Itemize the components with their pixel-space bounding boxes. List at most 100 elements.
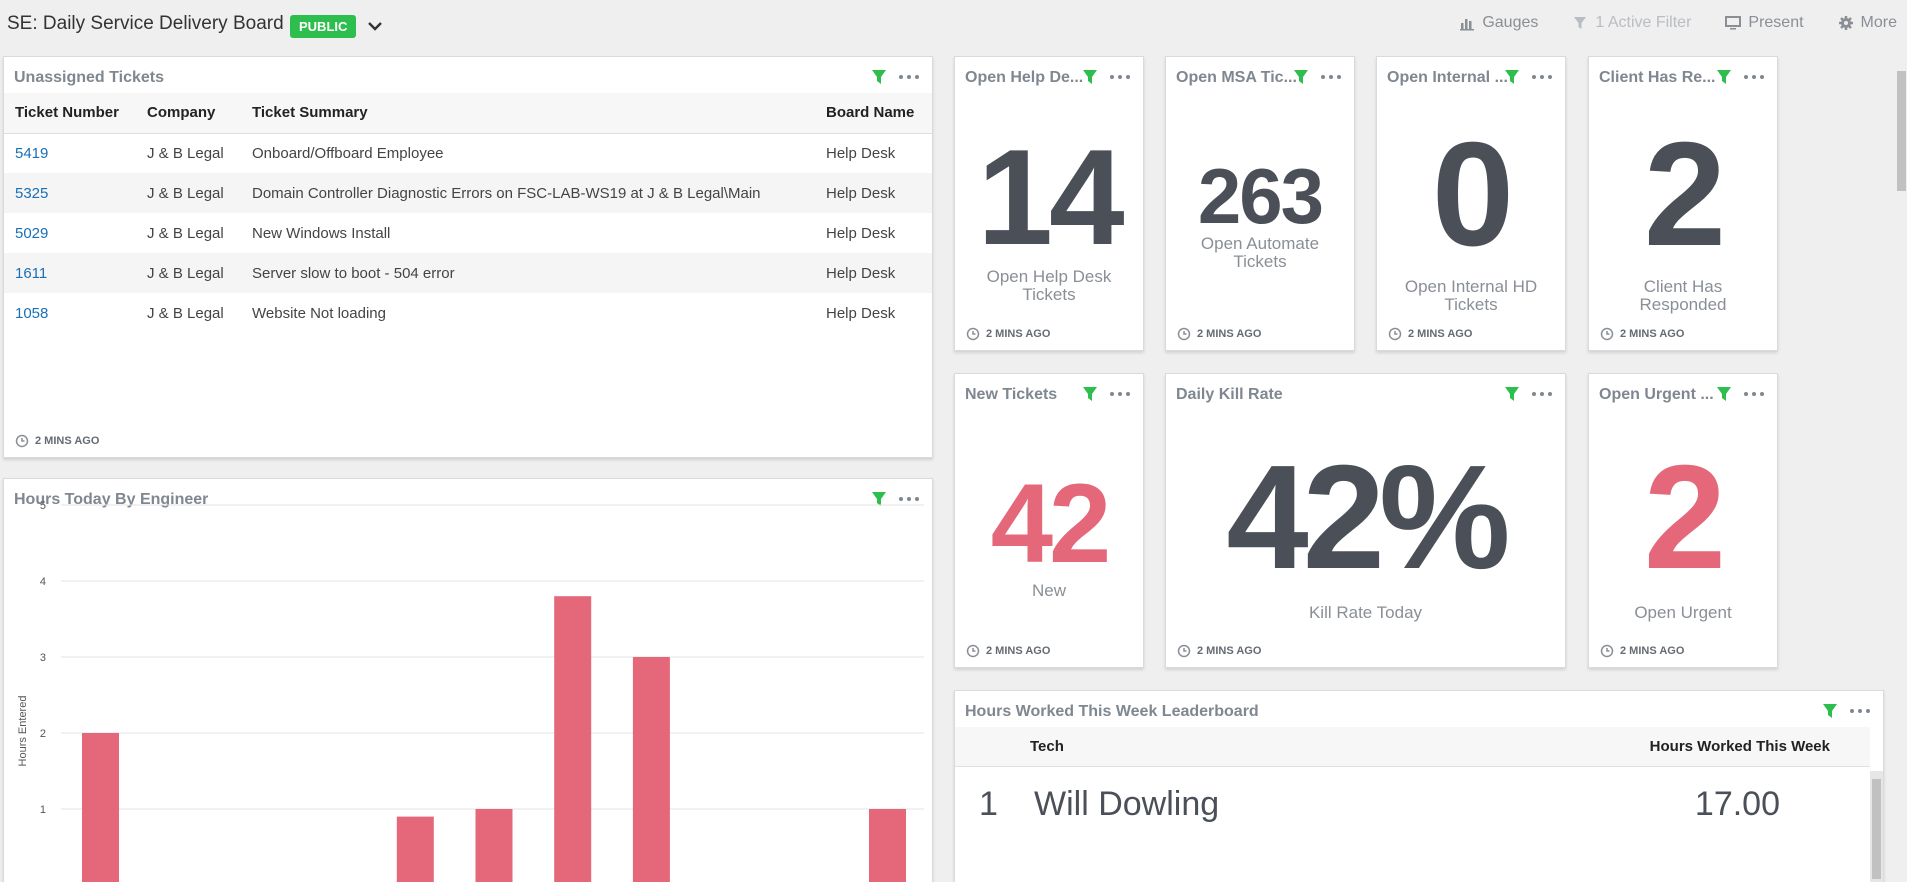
hours-today-panel: Hours Today By Engineer 1 2 3 4 5 Hours Ente… <box>3 478 933 882</box>
open-internal-card: Open Internal ... 0 Open Internal HD Tic… <box>1376 56 1566 351</box>
board-cell: Help Desk <box>815 173 932 213</box>
page-scrollbar-thumb[interactable] <box>1897 71 1906 191</box>
filter-icon[interactable] <box>1716 69 1732 85</box>
panel-title: Hours Worked This Week Leaderboard <box>965 703 1259 720</box>
col-ticket-number[interactable]: Ticket Number <box>4 93 136 134</box>
active-filter-label: 1 Active Filter <box>1595 14 1692 31</box>
chevron-down-icon[interactable] <box>366 17 384 35</box>
col-hours-worked[interactable]: Hours Worked This Week <box>1649 738 1830 755</box>
present-button[interactable]: Present <box>1725 14 1804 32</box>
leaderboard-panel: Hours Worked This Week Leaderboard Tech … <box>954 690 1884 882</box>
clock-icon <box>966 327 980 341</box>
chart-bar[interactable] <box>475 809 513 882</box>
filter-icon[interactable] <box>1082 69 1098 85</box>
updated-timestamp: 2 MINS AGO <box>966 327 1050 341</box>
ticket-number-link[interactable]: 1058 <box>15 304 49 322</box>
filter-icon <box>1574 17 1587 29</box>
more-options-icon[interactable] <box>1109 69 1131 85</box>
card-value: 2 <box>1643 435 1726 600</box>
chart-bar[interactable] <box>554 596 592 882</box>
col-company[interactable]: Company <box>136 93 241 134</box>
y-tick-label: 1 <box>40 804 46 816</box>
table-row[interactable]: 1058 J & B Legal Website Not loading Hel… <box>4 293 932 333</box>
filter-icon[interactable] <box>1504 386 1520 402</box>
open-help-desk-card: Open Help De... 14 Open Help Desk Ticket… <box>954 56 1144 351</box>
active-filter-button[interactable]: 1 Active Filter <box>1572 14 1691 32</box>
panel-title: Hours Today By Engineer <box>14 491 209 508</box>
table-row[interactable]: 5325 J & B Legal Domain Controller Diagn… <box>4 173 932 213</box>
filter-icon[interactable] <box>1822 703 1838 719</box>
scrollbar-thumb[interactable] <box>1872 779 1881 879</box>
monitor-icon <box>1725 16 1742 30</box>
chart-bar[interactable] <box>632 657 670 882</box>
company-cell: J & B Legal <box>136 253 241 293</box>
card-label: New <box>1031 581 1066 600</box>
filter-icon[interactable] <box>1716 386 1732 402</box>
ticket-number-link[interactable]: 5325 <box>4 173 136 213</box>
present-label: Present <box>1748 14 1804 31</box>
ticket-number-link[interactable]: 5419 <box>15 144 49 162</box>
filter-icon[interactable] <box>871 491 887 507</box>
daily-kill-rate-card: Daily Kill Rate 42% Kill Rate Today 2 MI… <box>1165 373 1566 668</box>
card-value: 0 <box>1431 112 1514 277</box>
board-cell: Help Desk <box>826 144 896 162</box>
more-options-icon[interactable] <box>898 491 920 507</box>
y-tick-label: 2 <box>40 728 46 740</box>
dashboard-title: SE: Daily Service Delivery Board <box>7 13 284 34</box>
more-options-icon[interactable] <box>1849 703 1871 719</box>
card-value: 2 <box>1643 112 1726 277</box>
more-options-icon[interactable] <box>898 69 920 85</box>
more-options-icon[interactable] <box>1531 69 1553 85</box>
header-actions: Gauges 1 Active Filter Present More <box>1459 14 1897 32</box>
card-title: Open MSA Tic... <box>1176 69 1296 86</box>
leaderboard-scrollbar[interactable] <box>1870 771 1883 882</box>
card-value: 14 <box>977 121 1124 273</box>
table-row[interactable]: 5419 J & B Legal Onboard/Offboard Employ… <box>4 133 932 173</box>
updated-label: 2 MINS AGO <box>986 328 1051 340</box>
more-options-icon[interactable] <box>1743 69 1765 85</box>
chart-bar[interactable] <box>82 733 119 882</box>
filter-icon[interactable] <box>1504 69 1520 85</box>
chart-grid: 1 2 3 4 5 <box>40 500 924 816</box>
client-responded-card: Client Has Re... 2 Client Has Responded … <box>1588 56 1778 351</box>
card-tools <box>1082 69 1131 85</box>
summary-cell: Server slow to boot - 504 error <box>241 253 815 293</box>
updated-timestamp: 2 MINS AGO <box>1177 644 1261 658</box>
filter-icon[interactable] <box>871 69 887 85</box>
col-ticket-summary[interactable]: Ticket Summary <box>241 93 815 134</box>
company-cell: J & B Legal <box>136 173 241 213</box>
card-tools <box>1716 386 1765 402</box>
more-options-icon[interactable] <box>1320 69 1342 85</box>
table-row[interactable]: 1611 J & B Legal Server slow to boot - 5… <box>4 253 932 293</box>
bar-chart-icon <box>1460 19 1475 31</box>
more-options-icon[interactable] <box>1531 386 1553 402</box>
chart-bar[interactable] <box>869 809 906 882</box>
open-msa-card: Open MSA Tic... 263 Open Automate Ticket… <box>1165 56 1355 351</box>
rank-cell: 1 <box>979 785 998 823</box>
more-options-icon[interactable] <box>1743 386 1765 402</box>
chart-bar[interactable] <box>396 816 434 882</box>
more-options-icon[interactable] <box>1109 386 1131 402</box>
filter-icon[interactable] <box>1082 386 1098 402</box>
page-scrollbar[interactable] <box>1896 56 1907 882</box>
filter-icon[interactable] <box>1293 69 1309 85</box>
ticket-number-link[interactable]: 1611 <box>4 253 136 293</box>
col-tech[interactable]: Tech <box>1030 738 1064 755</box>
leaderboard-row[interactable]: 1 Will Dowling 17.00 <box>955 769 1870 839</box>
updated-timestamp: 2 MINS AGO <box>966 644 1050 658</box>
board-cell: Help Desk <box>815 253 932 293</box>
card-label: Open Urgent <box>1634 603 1732 622</box>
card-value: 263 <box>1197 152 1324 240</box>
ticket-number-link[interactable]: 5029 <box>15 224 49 242</box>
card-label: Kill Rate Today <box>1308 603 1423 622</box>
panel-tools <box>871 69 920 85</box>
gauges-button[interactable]: Gauges <box>1459 14 1538 32</box>
summary-cell: New Windows Install <box>252 224 391 242</box>
card-title: Daily Kill Rate <box>1176 386 1283 403</box>
col-board-name[interactable]: Board Name <box>815 93 932 134</box>
table-row[interactable]: 5029 J & B Legal New Windows Install Hel… <box>4 213 932 253</box>
more-button[interactable]: More <box>1838 14 1897 32</box>
summary-cell: Onboard/Offboard Employee <box>252 144 444 162</box>
updated-timestamp: 2 MINS AGO <box>1600 644 1684 658</box>
clock-icon <box>1388 327 1402 341</box>
